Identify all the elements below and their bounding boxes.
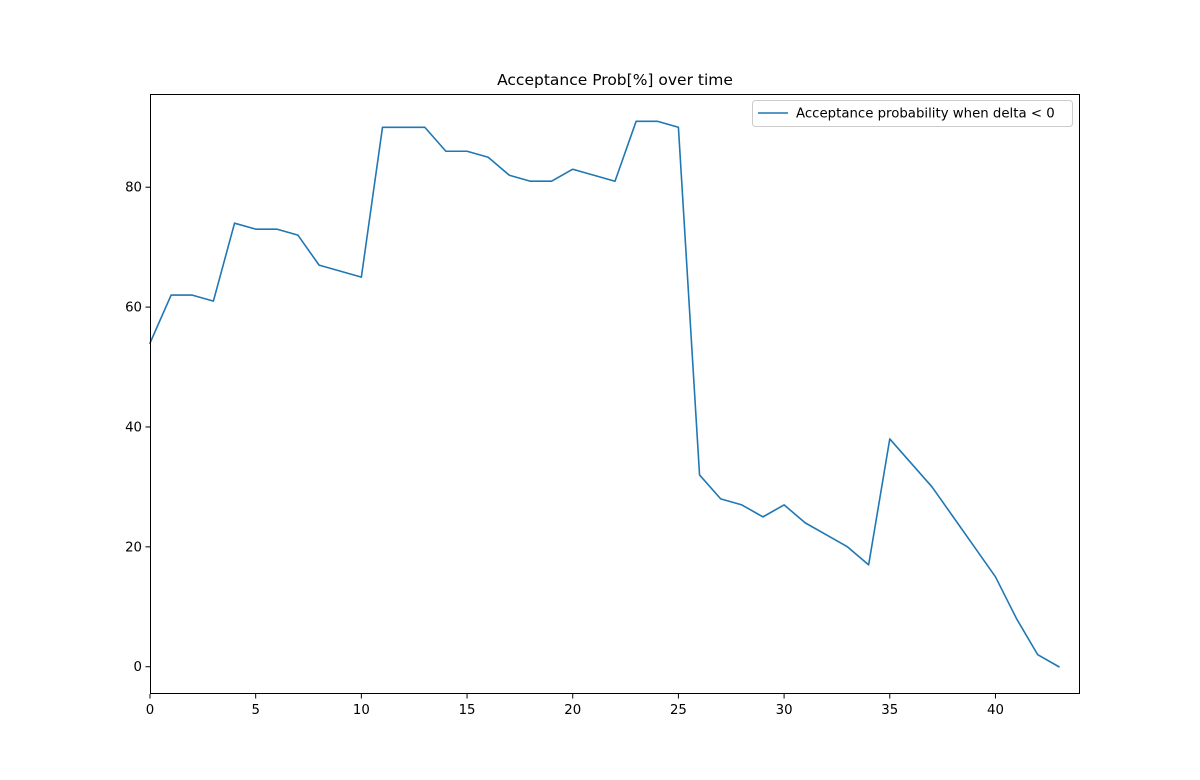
legend-box: [752, 100, 1073, 127]
x-tick-label: 10: [353, 703, 370, 718]
data-point: [211, 299, 215, 303]
series-line: [148, 120, 1060, 668]
x-tick-label: 5: [251, 703, 259, 718]
data-point: [930, 485, 934, 489]
x-tick-label: 15: [459, 703, 476, 718]
y-tick-label: 20: [125, 540, 142, 555]
y-tick-label: 60: [125, 301, 142, 316]
data-point: [761, 515, 765, 519]
x-tick-label: 20: [564, 703, 581, 718]
data-point: [528, 179, 532, 183]
data-point: [655, 119, 659, 123]
data-point: [169, 293, 173, 297]
x-axis: 0 5 10 15 20 25 30 35 40: [146, 694, 1004, 718]
data-point: [993, 575, 997, 579]
data-point: [740, 503, 744, 507]
data-point: [507, 173, 511, 177]
axes-frame: [150, 94, 1080, 694]
data-point: [571, 167, 575, 171]
y-tick-label: 0: [134, 660, 142, 675]
x-tick-label: 0: [146, 703, 154, 718]
data-point: [317, 263, 321, 267]
data-point: [698, 473, 702, 477]
data-point: [972, 545, 976, 549]
y-tick-label: 80: [125, 181, 142, 196]
data-point: [423, 125, 427, 129]
data-point: [1015, 617, 1019, 621]
x-tick-label: 30: [776, 703, 793, 718]
x-tick-label: 25: [670, 703, 687, 718]
data-point: [1036, 653, 1040, 657]
data-point: [888, 437, 892, 441]
data-point: [909, 461, 913, 465]
data-point: [359, 275, 363, 279]
data-point: [275, 227, 279, 231]
data-point: [486, 155, 490, 159]
data-point: [951, 515, 955, 519]
data-point: [613, 179, 617, 183]
data-point: [550, 179, 554, 183]
data-point: [846, 545, 850, 549]
y-axis: 0 20 40 60 80: [125, 181, 150, 675]
data-point: [444, 149, 448, 153]
data-point: [676, 125, 680, 129]
data-point: [719, 497, 723, 501]
data-point: [190, 293, 194, 297]
data-point: [867, 563, 871, 567]
data-point: [824, 533, 828, 537]
data-point: [233, 221, 237, 225]
y-tick-label: 40: [125, 420, 142, 435]
data-point: [296, 233, 300, 237]
data-point: [402, 125, 406, 129]
data-point: [338, 269, 342, 273]
data-point: [465, 149, 469, 153]
x-tick-label: 35: [881, 703, 898, 718]
data-point: [381, 125, 385, 129]
data-point: [634, 119, 638, 123]
data-point: [592, 173, 596, 177]
data-point: [1057, 665, 1061, 669]
series-layer: [148, 119, 1061, 669]
data-point: [254, 227, 258, 231]
chart-title: Acceptance Prob[%] over time: [497, 71, 733, 89]
data-point: [803, 521, 807, 525]
legend-label: Acceptance probability when delta < 0: [796, 107, 1055, 122]
data-point: [782, 503, 786, 507]
plot-area: [148, 94, 1080, 694]
legend: Acceptance probability when delta < 0: [752, 100, 1073, 127]
x-tick-label: 40: [987, 703, 1004, 718]
